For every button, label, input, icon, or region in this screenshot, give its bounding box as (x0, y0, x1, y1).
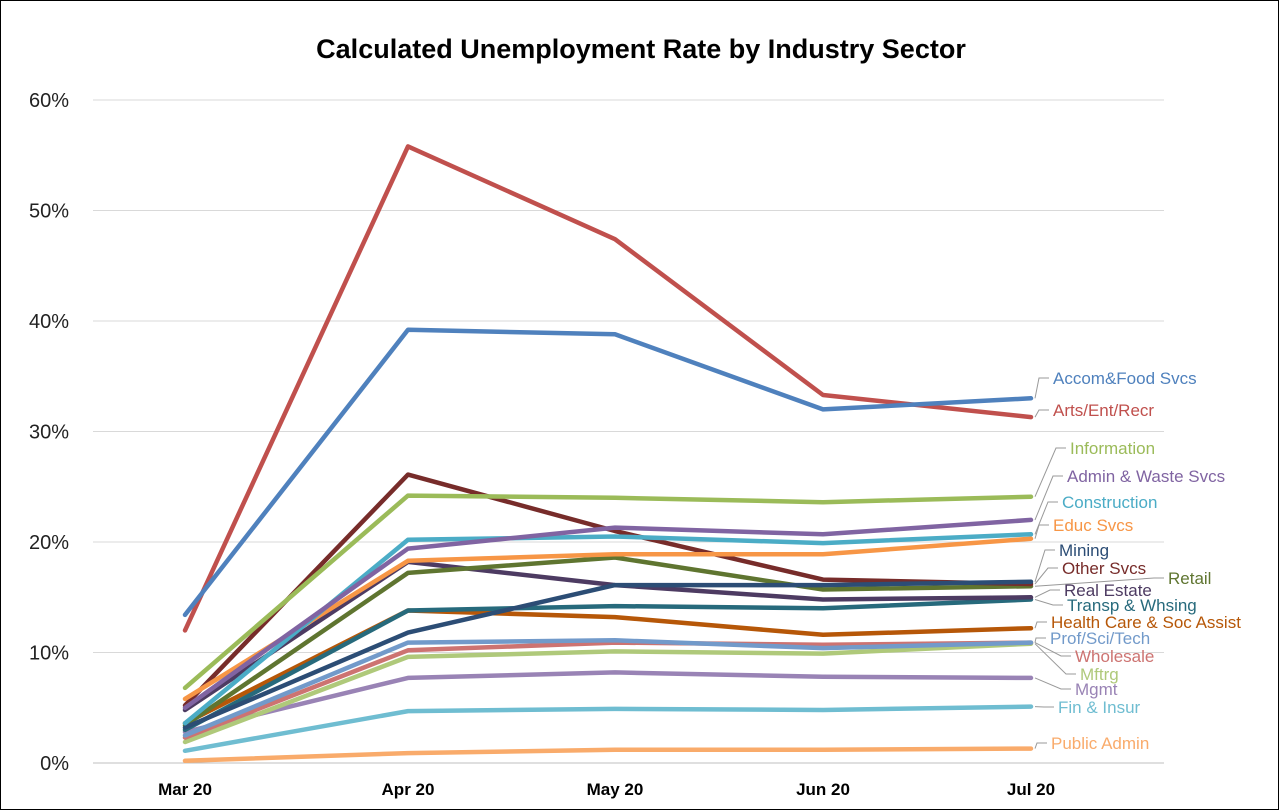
leader-line-admin-waste-svcs (1035, 476, 1063, 520)
x-tick-label: Apr 20 (382, 780, 435, 799)
y-tick-label: 60% (29, 90, 69, 112)
leader-line-prof-sci-tech (1035, 638, 1046, 643)
series-label-educ-svcs: Educ Svcs (1053, 516, 1133, 535)
series-line-fin-insur (185, 707, 1031, 751)
leader-line-arts-ent-recr (1035, 410, 1049, 417)
y-tick-label: 20% (29, 532, 69, 554)
leader-line-real-estate (1035, 590, 1060, 597)
series-label-admin-waste-svcs: Admin & Waste Svcs (1067, 467, 1225, 486)
series-label-arts-ent-recr: Arts/Ent/Recr (1053, 401, 1154, 420)
series-labels: Accom&Food Svcs Arts/Ent/Recr Information A… (1035, 369, 1241, 753)
leader-line-health-care-soc-assist (1035, 622, 1047, 628)
y-tick-label: 40% (29, 311, 69, 333)
series-label-fin-insur: Fin & Insur (1058, 698, 1141, 717)
series-label-information: Information (1070, 439, 1155, 458)
series-label-prof-sci-tech: Prof/Sci/Tech (1050, 629, 1150, 648)
y-tick-label: 50% (29, 201, 69, 223)
leader-line-accom-food-svcs (1035, 378, 1049, 398)
series-line-public-admin (185, 749, 1031, 761)
x-tick-label: May 20 (587, 780, 644, 799)
leader-line-public-admin (1035, 743, 1047, 749)
leader-line-educ-svcs (1035, 525, 1049, 539)
x-tick-label: Jul 20 (1007, 780, 1055, 799)
series-lines (185, 146, 1031, 760)
x-tick-label: Mar 20 (158, 780, 212, 799)
series-label-other-svcs: Other Svcs (1062, 559, 1146, 578)
series-label-retail: Retail (1168, 569, 1211, 588)
leader-line-transp-whsing (1035, 600, 1063, 606)
y-tick-label: 30% (29, 422, 69, 444)
series-label-construction: Construction (1062, 493, 1157, 512)
y-tick-label: 0% (40, 753, 69, 775)
leader-line-information (1035, 448, 1066, 497)
leader-line-mftrg (1035, 644, 1076, 674)
x-axis-tick-labels: Mar 20 Apr 20 May 20 Jun 20 Jul 20 (158, 780, 1055, 799)
series-label-public-admin: Public Admin (1051, 734, 1149, 753)
y-axis-tick-labels: 0% 10% 20% 30% 40% 50% 60% (29, 90, 69, 775)
y-tick-label: 10% (29, 643, 69, 665)
leader-line-mgmt (1035, 678, 1071, 689)
leader-line-mining (1035, 550, 1055, 582)
x-tick-label: Jun 20 (796, 780, 850, 799)
series-label-wholesale: Wholesale (1075, 647, 1154, 666)
series-label-accom-food-svcs: Accom&Food Svcs (1053, 369, 1197, 388)
chart-title: Calculated Unemployment Rate by Industry… (316, 34, 966, 64)
series-label-mgmt: Mgmt (1075, 680, 1118, 699)
series-label-mining: Mining (1059, 541, 1109, 560)
